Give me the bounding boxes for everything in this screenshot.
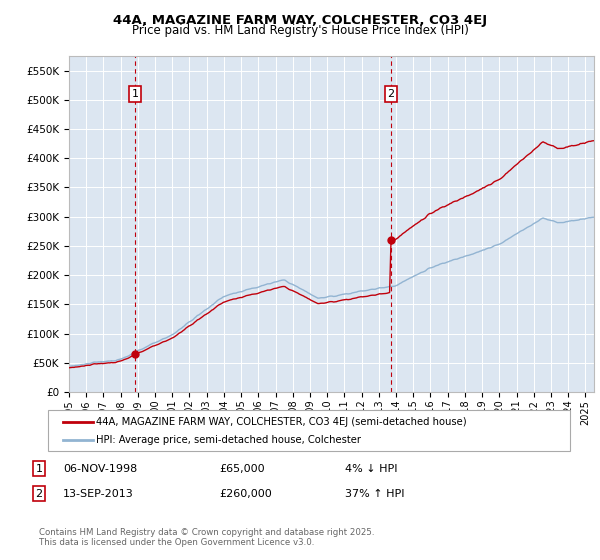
Text: 37% ↑ HPI: 37% ↑ HPI bbox=[345, 489, 404, 499]
Text: 44A, MAGAZINE FARM WAY, COLCHESTER, CO3 4EJ (semi-detached house): 44A, MAGAZINE FARM WAY, COLCHESTER, CO3 … bbox=[96, 417, 467, 427]
Text: HPI: Average price, semi-detached house, Colchester: HPI: Average price, semi-detached house,… bbox=[96, 435, 361, 445]
Text: 2: 2 bbox=[35, 489, 43, 499]
Text: £260,000: £260,000 bbox=[219, 489, 272, 499]
Text: 4% ↓ HPI: 4% ↓ HPI bbox=[345, 464, 398, 474]
Text: 13-SEP-2013: 13-SEP-2013 bbox=[63, 489, 134, 499]
Text: 06-NOV-1998: 06-NOV-1998 bbox=[63, 464, 137, 474]
Text: 1: 1 bbox=[132, 89, 139, 99]
Text: Contains HM Land Registry data © Crown copyright and database right 2025.
This d: Contains HM Land Registry data © Crown c… bbox=[39, 528, 374, 547]
Text: Price paid vs. HM Land Registry's House Price Index (HPI): Price paid vs. HM Land Registry's House … bbox=[131, 24, 469, 37]
Text: 2: 2 bbox=[388, 89, 395, 99]
Text: 1: 1 bbox=[35, 464, 43, 474]
Text: 44A, MAGAZINE FARM WAY, COLCHESTER, CO3 4EJ: 44A, MAGAZINE FARM WAY, COLCHESTER, CO3 … bbox=[113, 14, 487, 27]
Text: £65,000: £65,000 bbox=[219, 464, 265, 474]
